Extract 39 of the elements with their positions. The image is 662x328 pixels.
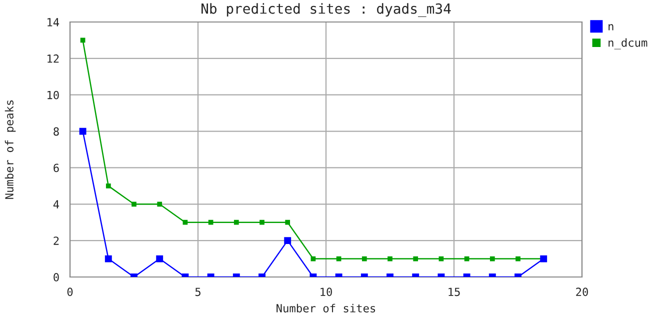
point bbox=[285, 220, 290, 225]
point bbox=[132, 202, 136, 207]
point bbox=[413, 256, 418, 262]
y-tick-label: 12 bbox=[48, 54, 59, 63]
x-tick-label: 0 bbox=[67, 288, 73, 296]
point bbox=[464, 256, 470, 262]
point bbox=[234, 220, 239, 225]
point bbox=[336, 256, 342, 262]
point bbox=[438, 256, 444, 262]
y-axis-title: Number of peaks bbox=[4, 100, 16, 199]
point bbox=[208, 220, 214, 225]
x-tick-label: 15 bbox=[448, 288, 460, 296]
y-tick-label: 14 bbox=[48, 18, 60, 26]
point bbox=[260, 220, 264, 225]
point bbox=[490, 256, 495, 262]
y-tick-label: 6 bbox=[54, 164, 59, 172]
point bbox=[182, 220, 188, 225]
point bbox=[516, 256, 520, 262]
point bbox=[310, 256, 316, 262]
y-tick-label: 8 bbox=[54, 127, 59, 136]
point bbox=[362, 256, 367, 262]
point bbox=[157, 202, 162, 207]
point bbox=[106, 184, 111, 188]
point bbox=[388, 256, 392, 262]
legend-label: n_dcum bbox=[608, 38, 648, 50]
x-tick-label: 20 bbox=[576, 288, 588, 296]
x-axis-title: Number of sites bbox=[276, 304, 376, 312]
y-tick-label: 10 bbox=[48, 90, 59, 100]
y-tick-label: 0 bbox=[54, 273, 59, 282]
point bbox=[79, 128, 86, 135]
y-tick-label: 2 bbox=[54, 236, 59, 245]
x-tick-label: 5 bbox=[195, 288, 200, 296]
chart-title: Nb predicted sites : dyads_m34 bbox=[202, 3, 451, 17]
point bbox=[104, 255, 112, 262]
point bbox=[156, 255, 164, 262]
point bbox=[284, 237, 292, 244]
y-tick-label: 4 bbox=[53, 200, 60, 208]
x-tick-label: 10 bbox=[320, 288, 332, 296]
legend-label: n bbox=[608, 24, 614, 30]
